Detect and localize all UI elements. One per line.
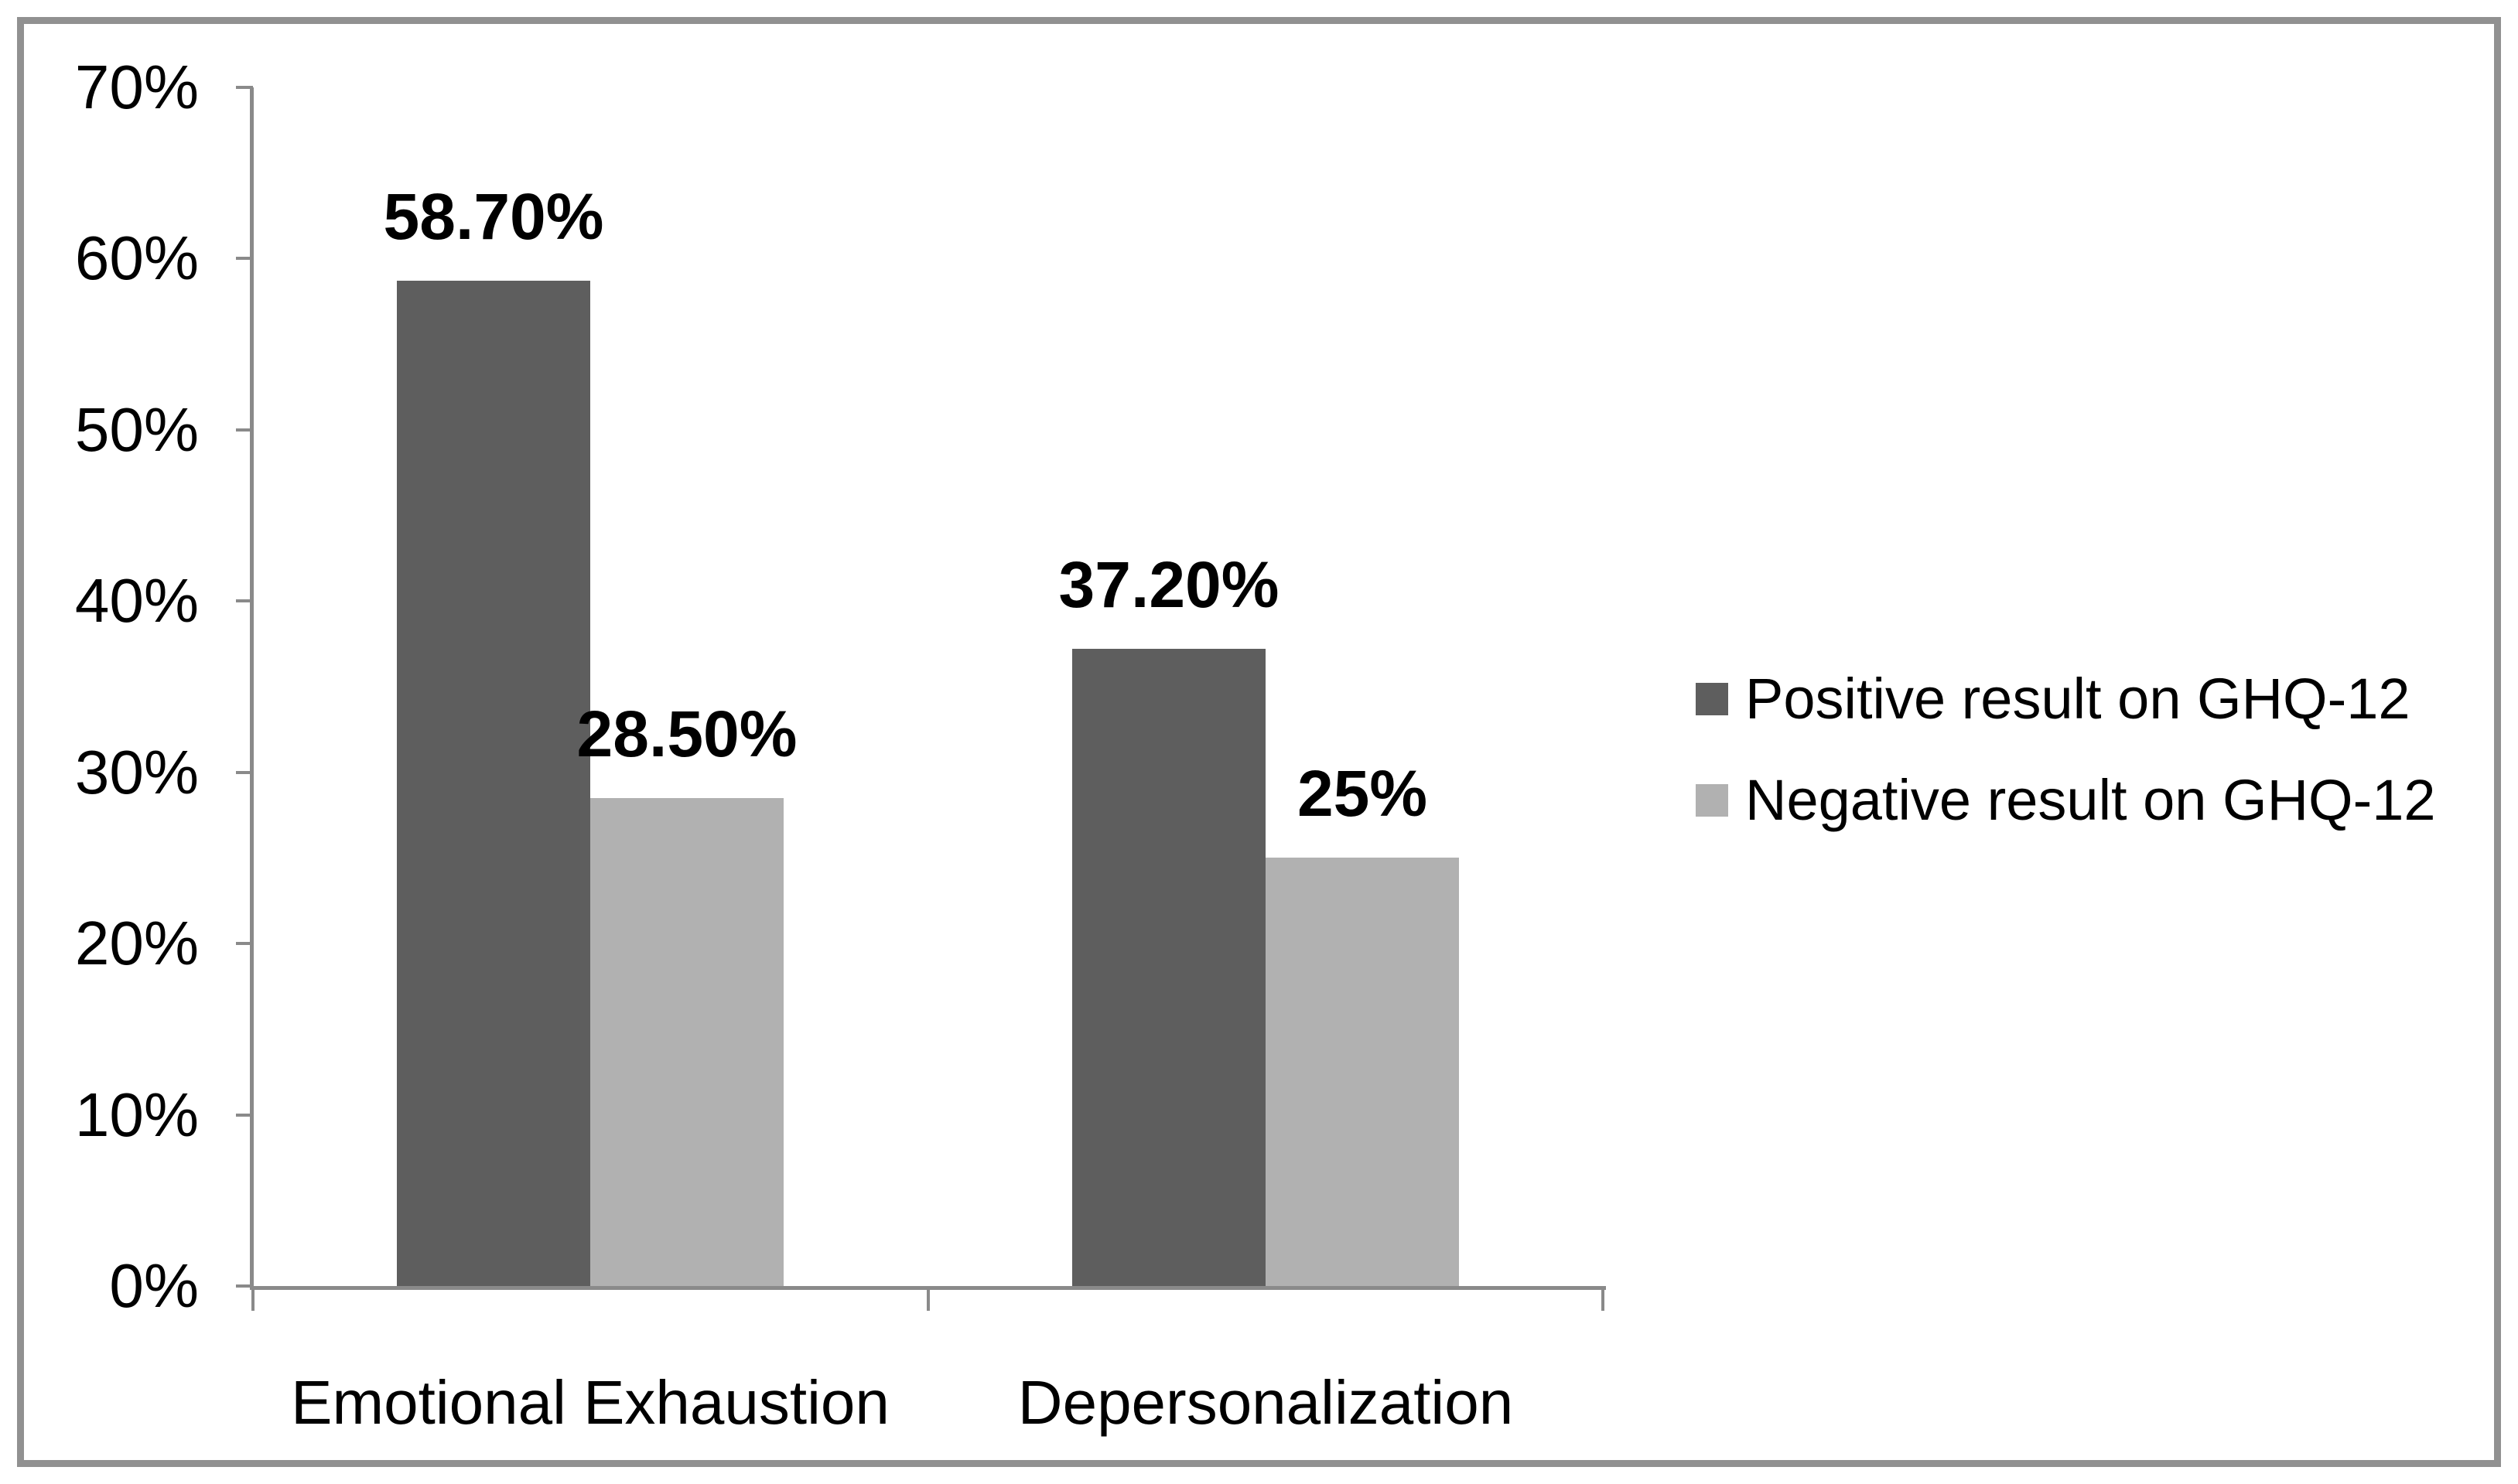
y-tick [236, 1284, 253, 1288]
bar-value-label: 58.70% [383, 180, 604, 253]
legend-label: Positive result on GHQ-12 [1745, 667, 2410, 731]
bar-positive-emotional-exhaustion [397, 281, 590, 1286]
legend-swatch [1696, 683, 1728, 715]
y-tick [236, 1114, 253, 1117]
y-tick-label: 30% [74, 738, 199, 807]
y-tick [236, 86, 253, 89]
y-tick [236, 771, 253, 774]
x-tick [1601, 1286, 1604, 1311]
y-tick [236, 942, 253, 945]
y-axis [250, 87, 254, 1290]
legend-row: Positive result on GHQ-12 [1696, 667, 2410, 731]
bar-value-label: 37.20% [1058, 548, 1279, 621]
y-tick [236, 428, 253, 432]
x-tick [251, 1286, 255, 1311]
y-tick-label: 40% [74, 566, 199, 635]
y-tick-label: 0% [109, 1251, 199, 1320]
bar-value-label: 28.50% [576, 698, 798, 770]
bar-negative-emotional-exhaustion [590, 798, 784, 1286]
bar-value-label: 25% [1297, 757, 1428, 830]
y-tick-label: 50% [74, 395, 199, 464]
legend-label: Negative result on GHQ-12 [1745, 768, 2436, 832]
x-tick [927, 1286, 930, 1311]
y-tick [236, 599, 253, 602]
category-label: Depersonalization [1017, 1368, 1514, 1437]
y-tick-label: 70% [74, 53, 199, 121]
y-tick-label: 60% [74, 223, 199, 292]
category-label: Emotional Exhaustion [291, 1368, 890, 1437]
bar-positive-depersonalization [1072, 649, 1266, 1286]
legend-swatch [1696, 784, 1728, 817]
y-tick-label: 10% [74, 1080, 199, 1149]
y-tick [236, 257, 253, 260]
legend-row: Negative result on GHQ-12 [1696, 768, 2436, 832]
y-tick-label: 20% [74, 909, 199, 977]
bar-negative-depersonalization [1266, 858, 1459, 1286]
